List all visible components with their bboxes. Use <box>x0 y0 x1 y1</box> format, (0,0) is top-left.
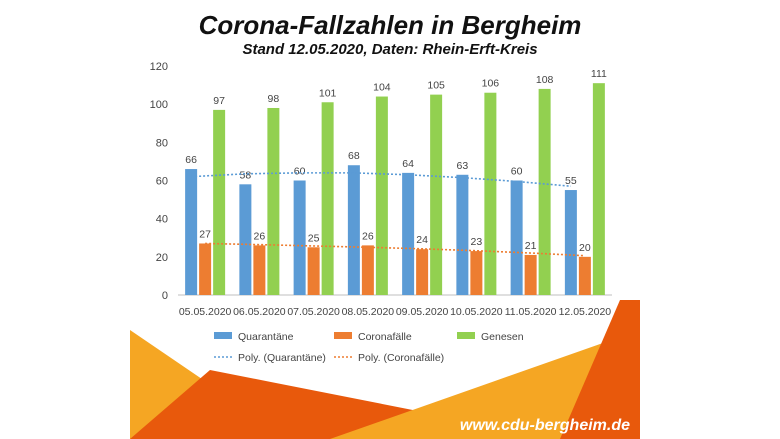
data-label: 21 <box>525 240 537 252</box>
legend-swatch <box>214 332 232 339</box>
data-label: 55 <box>565 175 577 187</box>
data-label: 20 <box>579 242 591 254</box>
bar-0 <box>185 169 198 295</box>
bar-2 <box>213 109 226 296</box>
bar-1 <box>470 251 483 295</box>
y-tick-label: 40 <box>156 214 168 226</box>
data-label: 27 <box>199 228 211 240</box>
y-tick-label: 100 <box>150 99 168 111</box>
bar-2 <box>267 107 280 295</box>
bar-1 <box>199 243 212 295</box>
bar-0 <box>239 184 252 295</box>
data-label: 101 <box>319 87 337 99</box>
data-label: 106 <box>482 78 500 90</box>
data-label: 111 <box>591 68 607 80</box>
x-tick-label: 08.05.2020 <box>342 306 395 318</box>
data-label: 58 <box>240 169 252 181</box>
trendline-1 <box>205 242 585 257</box>
data-label: 26 <box>362 230 374 242</box>
data-label: 24 <box>416 234 428 246</box>
data-label: 60 <box>511 166 523 178</box>
legend-label: Poly. (Coronafälle) <box>358 352 444 364</box>
y-tick-label: 60 <box>156 176 168 188</box>
data-label: 64 <box>402 158 414 170</box>
data-label: 26 <box>254 230 266 242</box>
data-label: 23 <box>471 236 483 248</box>
y-tick-label: 80 <box>156 137 168 149</box>
bar-1 <box>416 249 429 295</box>
banner-shape-edge <box>560 300 640 439</box>
bar-0 <box>456 174 469 295</box>
data-label: 97 <box>213 95 225 107</box>
bar-0 <box>564 190 577 295</box>
x-tick-label: 06.05.2020 <box>233 306 286 318</box>
data-label: 104 <box>373 82 391 94</box>
bar-0 <box>402 172 415 295</box>
data-label: 25 <box>308 232 320 244</box>
bar-0 <box>293 180 306 295</box>
bar-2 <box>538 88 551 296</box>
chart-subtitle: Stand 12.05.2020, Daten: Rhein-Erft-Krei… <box>242 41 538 58</box>
bar-1 <box>578 256 591 295</box>
data-label: 68 <box>348 150 360 162</box>
data-label: 108 <box>536 74 554 86</box>
bar-2 <box>430 94 443 295</box>
bar-0 <box>347 165 360 295</box>
legend-label: Genesen <box>481 331 524 343</box>
trendline-0 <box>191 172 571 188</box>
footer-url: www.cdu-bergheim.de <box>459 417 630 434</box>
bar-1 <box>253 245 266 295</box>
y-tick-label: 0 <box>162 290 168 302</box>
bar-1 <box>361 245 374 295</box>
legend-swatch <box>334 332 352 339</box>
bar-2 <box>484 92 497 295</box>
y-tick-label: 20 <box>156 252 168 264</box>
data-label: 98 <box>268 93 280 105</box>
x-tick-label: 07.05.2020 <box>287 306 340 318</box>
bar-1 <box>524 254 537 295</box>
x-tick-label: 09.05.2020 <box>396 306 449 318</box>
bar-1 <box>307 247 320 295</box>
data-label: 60 <box>294 166 306 178</box>
bar-0 <box>510 180 523 295</box>
x-tick-label: 10.05.2020 <box>450 306 503 318</box>
data-label: 66 <box>185 154 197 166</box>
x-tick-label: 11.05.2020 <box>505 306 557 318</box>
data-label: 63 <box>457 160 469 172</box>
x-tick-label: 05.05.2020 <box>179 306 232 318</box>
chart-title: Corona-Fallzahlen in Bergheim <box>198 10 582 40</box>
bar-2 <box>321 102 334 295</box>
legend-label: Quarantäne <box>238 331 294 343</box>
data-label: 105 <box>427 80 445 92</box>
bar-2 <box>375 96 388 296</box>
y-tick-label: 120 <box>150 61 168 73</box>
x-tick-label: 12.05.2020 <box>559 306 612 318</box>
legend-label: Coronafälle <box>358 331 412 343</box>
bar-2 <box>592 83 605 295</box>
legend-swatch <box>457 332 475 339</box>
legend-label: Poly. (Quarantäne) <box>238 352 326 364</box>
banner-shape-right <box>330 330 640 439</box>
